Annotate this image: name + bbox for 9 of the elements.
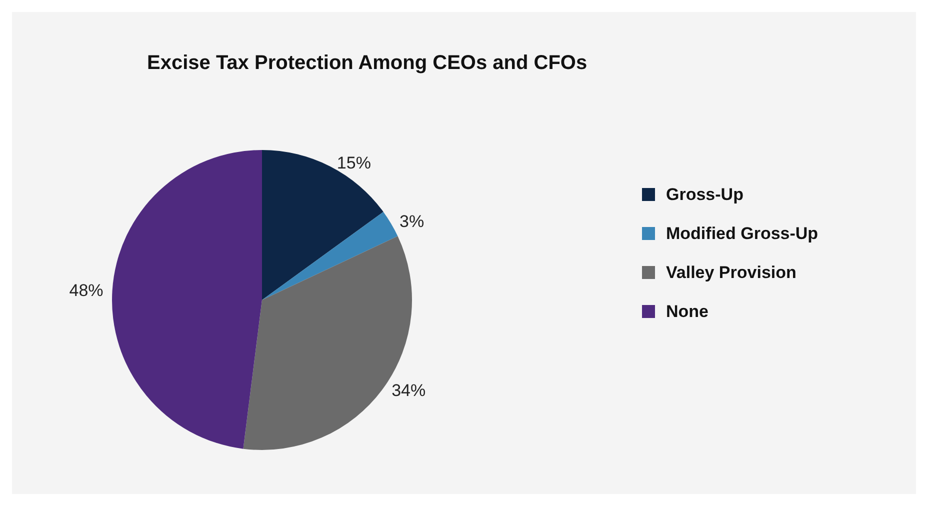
data-label: 3% (400, 212, 424, 232)
legend-label: None (666, 302, 708, 321)
data-label: 48% (69, 280, 104, 300)
legend-label: Modified Gross-Up (666, 224, 818, 243)
legend-label: Gross-Up (666, 185, 744, 204)
data-label: 34% (392, 381, 426, 400)
chart-title: Excise Tax Protection Among CEOs and CFOs (147, 52, 588, 74)
legend-label: Valley Provision (666, 263, 796, 282)
data-label: 15% (336, 153, 371, 172)
